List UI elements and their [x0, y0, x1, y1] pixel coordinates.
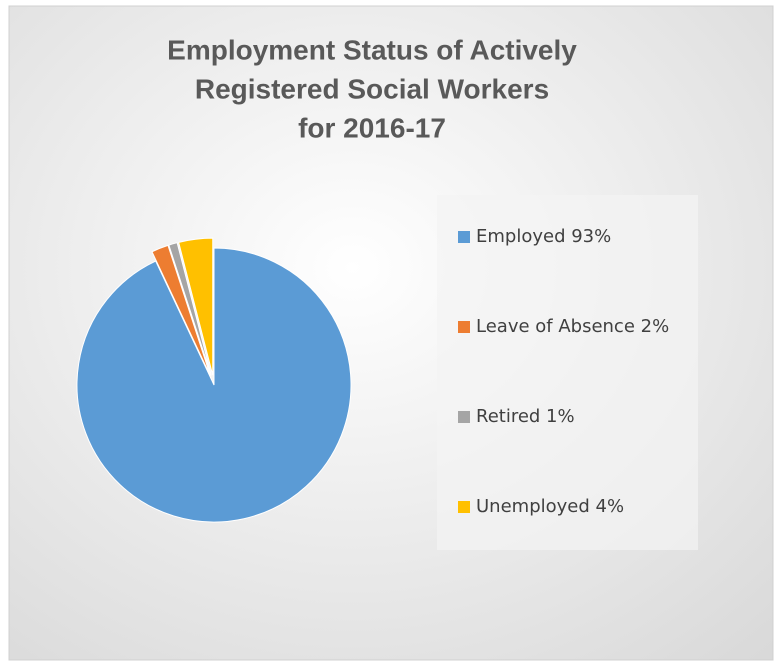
- pie-slice: [168, 242, 212, 376]
- chart-title: Employment Status of Actively: [167, 34, 577, 65]
- legend-swatch: [458, 501, 470, 513]
- chart-title: Registered Social Workers: [195, 73, 549, 104]
- legend-swatch: [458, 321, 470, 333]
- legend-label: Unemployed 4%: [476, 496, 624, 517]
- pie-slice: [76, 247, 352, 523]
- pie-slice: [178, 237, 214, 376]
- legend-box: [437, 195, 698, 550]
- chart-title: for 2016-17: [298, 112, 446, 143]
- legend-swatch: [458, 411, 470, 423]
- legend-label: Retired 1%: [476, 406, 575, 427]
- legend-label: Employed 93%: [476, 226, 611, 247]
- legend-label: Leave of Absence 2%: [476, 316, 669, 337]
- legend-swatch: [458, 231, 470, 243]
- pie-slice: [151, 244, 211, 376]
